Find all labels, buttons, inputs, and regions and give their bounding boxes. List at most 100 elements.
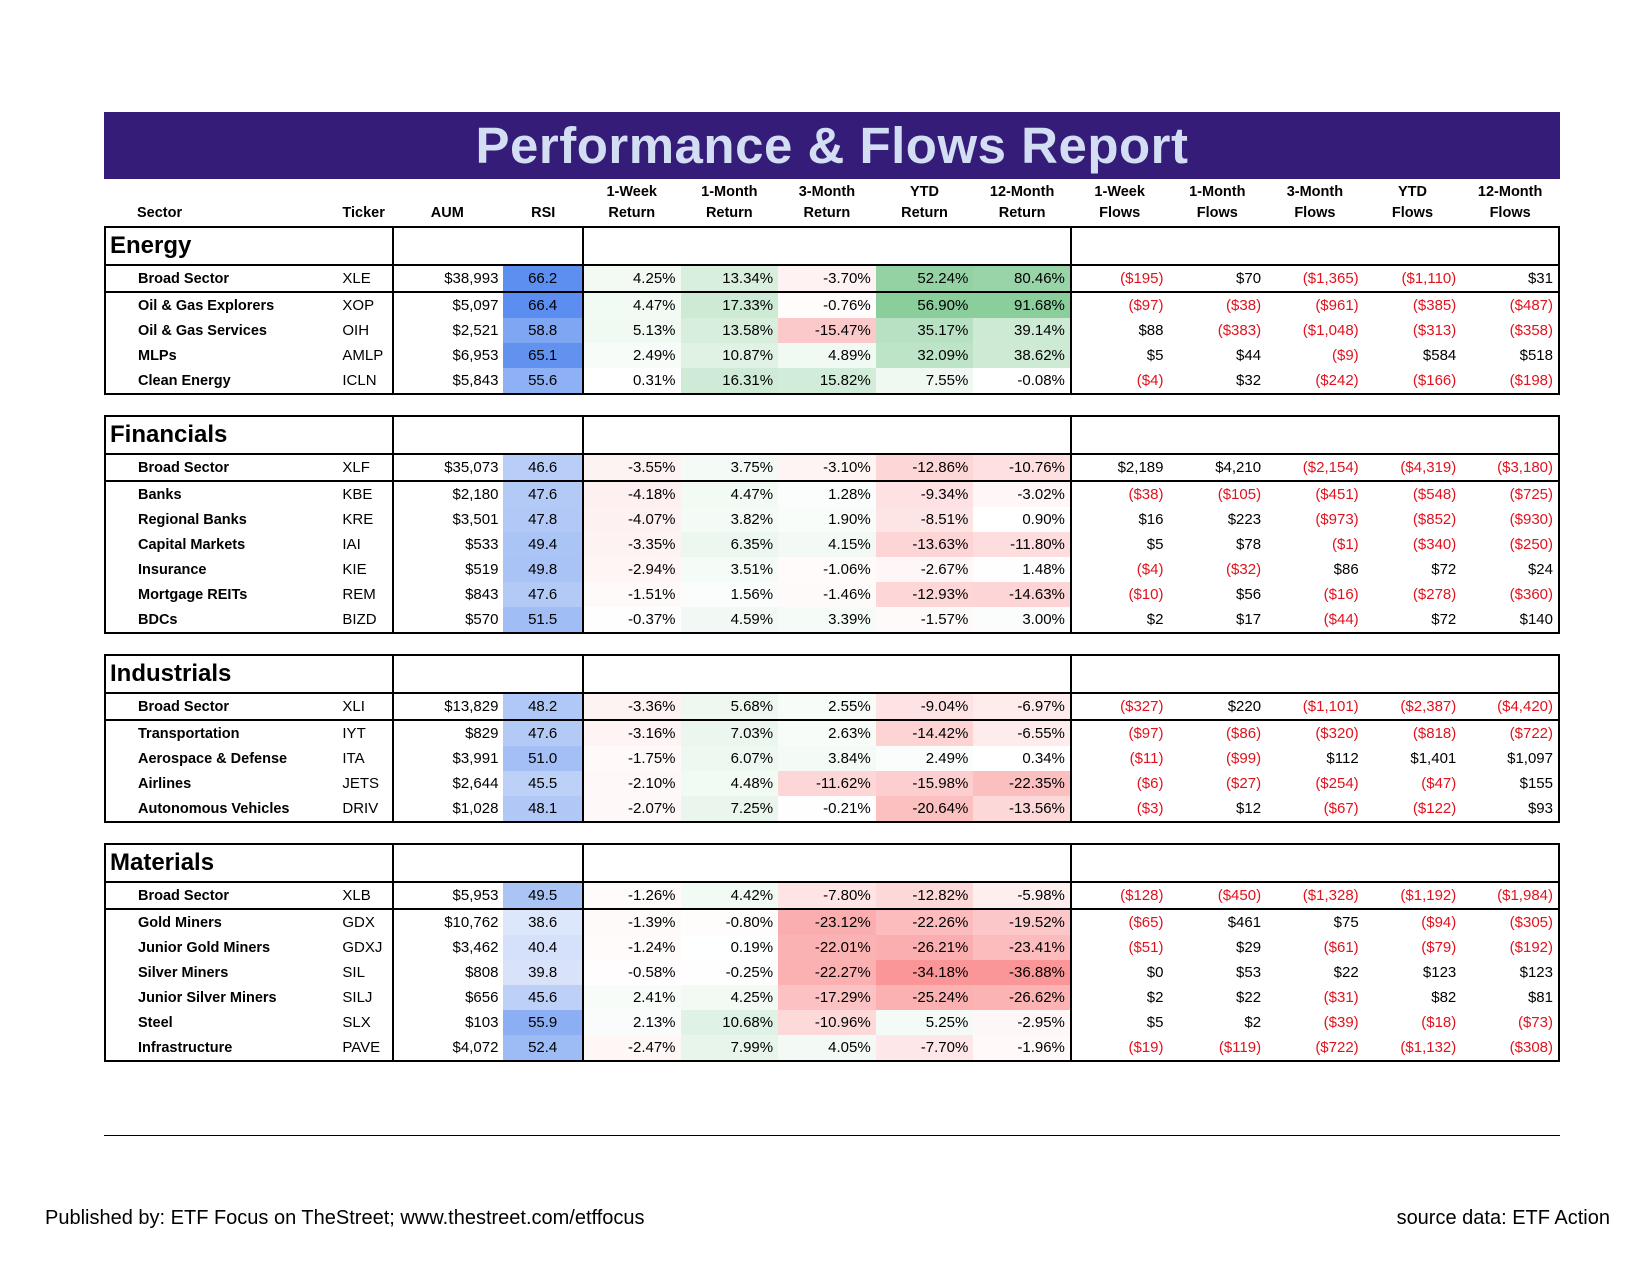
aum-value: $5,843 [392, 368, 504, 395]
12m-flows-value: $31 [1461, 265, 1560, 293]
header-3m-return: 3-Month Return [798, 184, 856, 221]
1w-return-value: -2.10% [582, 771, 681, 796]
ytd-return-value: -20.64% [875, 796, 974, 823]
group-blank-cell [1070, 415, 1561, 455]
rsi-value: 55.6 [503, 368, 584, 395]
1m-return-value: 17.33% [680, 292, 779, 318]
rsi-value: 40.4 [503, 935, 584, 960]
1w-return-value: 5.13% [582, 318, 681, 343]
rsi-value: 39.8 [503, 960, 584, 985]
1m-return-value: 7.99% [680, 1035, 779, 1062]
1m-flows-value: ($119) [1168, 1035, 1267, 1062]
ticker-symbol: IAI [330, 532, 394, 557]
1m-return-value: 6.07% [680, 746, 779, 771]
ytd-flows-value: $123 [1422, 964, 1457, 981]
ticker-symbol: KRE [330, 507, 394, 532]
1m-flows-value: ($105) [1217, 486, 1262, 503]
1m-flows-value: $12 [1168, 796, 1267, 823]
3m-flows-value: $86 [1333, 561, 1359, 578]
ticker-symbol: KBE [330, 481, 394, 507]
1m-flows-value: $53 [1236, 964, 1262, 981]
rsi-value: 65.1 [503, 343, 584, 368]
3m-return-value: -3.10% [778, 454, 876, 482]
3m-return-value: -17.29% [778, 985, 876, 1010]
performance-flows-table: Sector Ticker AUM RSI 1-Week Return 1-Mon… [103, 180, 1561, 1062]
ytd-flows-value: $584 [1422, 347, 1457, 364]
1m-return-value: 7.03% [680, 720, 779, 746]
1w-return-value: 4.25% [582, 265, 681, 293]
header-12m-flows: 12-Month Flows [1477, 184, 1543, 221]
12m-return-value: -19.52% [973, 909, 1072, 935]
ytd-return-value: 7.55% [875, 368, 974, 395]
3m-flows-value: ($1,101) [1266, 693, 1364, 721]
3m-flows-value: $22 [1333, 964, 1359, 981]
3m-flows-value: ($254) [1315, 775, 1359, 792]
sector-name: Steel [103, 1010, 331, 1035]
sector-name: Clean Energy [103, 368, 331, 395]
group-blank-cell [582, 654, 1072, 694]
header-1m-return: 1-Month Return [701, 184, 758, 221]
12m-return-value: -3.02% [973, 481, 1072, 507]
12m-flows-value: $81 [1461, 985, 1560, 1010]
12m-return-value: 0.90% [973, 507, 1072, 532]
3m-return-value: 4.15% [778, 532, 876, 557]
12m-return-value: -6.97% [973, 693, 1072, 721]
1w-flows-value: ($51) [1128, 939, 1164, 956]
group-name: Materials [104, 843, 394, 883]
header-aum: AUM [430, 205, 464, 221]
1w-flows-value: ($327) [1070, 693, 1169, 721]
table-row: Gold Miners GDX $10,762 38.6 -1.39% -0.80% -23… [103, 909, 1560, 935]
report-title-banner: Performance & Flows Report [104, 112, 1560, 179]
sector-name: MLPs [103, 343, 331, 368]
12m-return-value: -10.76% [973, 454, 1072, 482]
3m-flows-value: ($31) [1323, 989, 1359, 1006]
1w-return-value: -0.37% [582, 607, 681, 634]
group-header-energy: Energy [104, 226, 1561, 266]
12m-flows-value: $93 [1461, 796, 1560, 823]
aum-value: $533 [465, 536, 499, 553]
table-row: Oil & Gas Explorers XOP $5,097 66.4 4.47% 17.… [103, 292, 1560, 318]
1m-return-value: 4.47% [680, 481, 779, 507]
12m-flows-value: ($487) [1461, 292, 1560, 318]
aum-value: $2,521 [452, 322, 499, 339]
12m-return-value: 39.14% [973, 318, 1072, 343]
1w-return-value: 2.13% [582, 1010, 681, 1035]
ytd-flows-value: ($1,110) [1363, 265, 1462, 293]
ticker-symbol: XLF [330, 454, 394, 482]
aum-value: $519 [465, 561, 499, 578]
header-ytd-return: YTD Return [901, 184, 948, 221]
3m-return-value: 3.84% [778, 746, 876, 771]
12m-flows-value: ($198) [1461, 368, 1560, 395]
ytd-return-value: 5.25% [875, 1010, 974, 1035]
sector-name: Transportation [103, 720, 331, 746]
aum-value: $4,072 [392, 1035, 504, 1062]
sector-name: Autonomous Vehicles [103, 796, 331, 823]
published-by-text: Published by: ETF Focus on TheStreet; ww… [45, 1207, 645, 1229]
ticker-symbol: GDXJ [330, 935, 394, 960]
3m-return-value: 2.63% [778, 720, 876, 746]
table-row: Junior Gold Miners GDXJ $3,462 40.4 -1.24% 0.… [103, 935, 1560, 960]
3m-flows-value: ($16) [1323, 586, 1359, 603]
aum-value: $5,953 [392, 882, 504, 910]
1m-flows-value: $2 [1244, 1014, 1262, 1031]
1m-return-value: 5.68% [680, 693, 779, 721]
sector-name: Mortgage REITs [103, 582, 331, 607]
sector-name: Broad Sector [103, 265, 331, 293]
rsi-value: 47.6 [503, 720, 584, 746]
table-row: MLPs AMLP $6,953 65.1 2.49% 10.87% 4.89% 32.09%… [103, 343, 1560, 368]
sector-name: Broad Sector [103, 693, 331, 721]
aum-value: $843 [465, 586, 499, 603]
table-row: Clean Energy ICLN $5,843 55.6 0.31% 16.31% 15.… [103, 368, 1560, 395]
sector-name: Regional Banks [103, 507, 331, 532]
ytd-return-value: -9.04% [875, 693, 974, 721]
3m-return-value: -23.12% [778, 909, 876, 935]
1m-return-value: 16.31% [680, 368, 779, 395]
3m-flows-value: $75 [1333, 914, 1359, 931]
1m-return-value: 7.25% [680, 796, 779, 823]
ytd-flows-value: ($340) [1412, 536, 1457, 553]
aum-value: $13,829 [392, 693, 504, 721]
ytd-return-value: -34.18% [875, 960, 974, 985]
1w-flows-value: $0 [1146, 964, 1164, 981]
group-blank-cell [392, 415, 584, 455]
1m-return-value: 3.75% [680, 454, 779, 482]
